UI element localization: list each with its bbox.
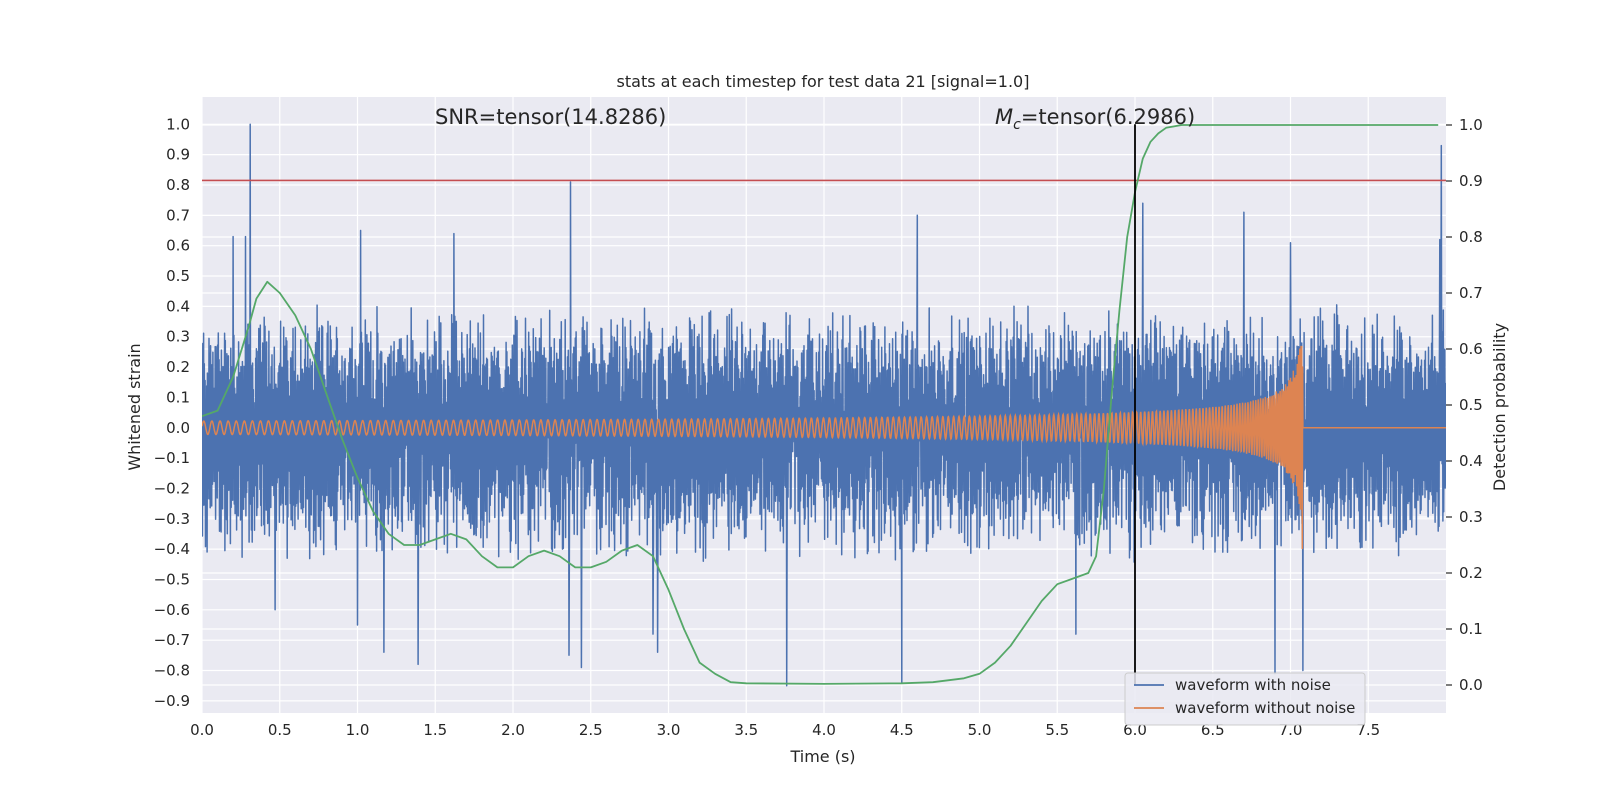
legend: waveform with noise waveform without noi… [1124, 672, 1366, 726]
chirp-mass-subscript: c [1013, 117, 1021, 133]
x-tick-label: 1.5 [423, 721, 447, 739]
x-tick-label: 2.5 [579, 721, 603, 739]
y-tick-label: 0.3 [166, 328, 190, 346]
y2-tick-label: 0.5 [1459, 396, 1483, 414]
x-tick-label: 3.0 [657, 721, 681, 739]
x-tick-label: 3.5 [734, 721, 758, 739]
y-tick-label: 0.5 [166, 267, 190, 285]
x-tick-label: 1.0 [346, 721, 370, 739]
y-tick-label: −0.5 [154, 570, 190, 588]
y-tick-label: 0.4 [166, 297, 190, 315]
y2-tick-label: 0.0 [1459, 676, 1483, 694]
y-tick-label: −0.1 [154, 449, 190, 467]
x-tick-label: 7.5 [1356, 721, 1380, 739]
chirp-mass-value: =tensor(6.2986) [1021, 105, 1195, 129]
y2-tick-label: 0.3 [1459, 508, 1483, 526]
x-tick-label: 0.5 [268, 721, 292, 739]
y2-tick-label: 0.8 [1459, 228, 1483, 246]
axis-ticks: 0.0 0.5 1.0 1.5 2.0 2.5 3.0 3.5 4.0 4.5 5.0 5.5 6.0 6… [154, 115, 1483, 739]
y-tick-label: −0.8 [154, 662, 190, 680]
y-tick-label: 0.6 [166, 237, 190, 255]
y-tick-label: 0.7 [166, 206, 190, 224]
y2-tick-label: 0.4 [1459, 452, 1483, 470]
y-axis-label: Whitened strain [125, 343, 144, 470]
chirp-mass-annotation: Mc=tensor(6.2986) [995, 105, 1195, 133]
y-tick-label: 0.0 [166, 419, 190, 437]
y-tick-label: 0.9 [166, 146, 190, 164]
y-tick-label: −0.9 [154, 692, 190, 710]
y-tick-label: 1.0 [166, 115, 190, 133]
chart-title: stats at each timestep for test data 21 … [617, 72, 1030, 91]
legend-label-noisy: waveform with noise [1175, 676, 1331, 694]
x-tick-label: 4.0 [812, 721, 836, 739]
x-tick-label: 5.5 [1045, 721, 1069, 739]
y-tick-label: 0.1 [166, 388, 190, 406]
series-line-detection-probability [202, 124, 1439, 685]
legend-box [1124, 672, 1366, 726]
y-tick-label: −0.6 [154, 601, 190, 619]
y2-tick-label: 1.0 [1459, 116, 1483, 134]
legend-label-clean: waveform without noise [1175, 699, 1355, 717]
y-tick-label: −0.2 [154, 479, 190, 497]
series-layer [202, 123, 1446, 687]
x-tick-label: 4.5 [890, 721, 914, 739]
y2-tick-label: 0.9 [1459, 172, 1483, 190]
chirp-mass-symbol: M [995, 105, 1013, 129]
y2-tick-label: 0.2 [1459, 564, 1483, 582]
y-tick-label: 0.8 [166, 176, 190, 194]
series-line-waveform-with-noise [202, 123, 1446, 687]
y-tick-label: 0.2 [166, 358, 190, 376]
x-tick-label: 0.0 [190, 721, 214, 739]
y2-tick-label: 0.1 [1459, 620, 1483, 638]
x-axis-label: Time (s) [789, 747, 855, 766]
x-tick-label: 5.0 [968, 721, 992, 739]
y2-tick-label: 0.7 [1459, 284, 1483, 302]
y2-tick-label: 0.6 [1459, 340, 1483, 358]
series-line-waveform-without-noise [202, 345, 1446, 550]
y2-axis-label: Detection probability [1490, 323, 1509, 491]
x-tick-label: 2.0 [501, 721, 525, 739]
y-tick-label: −0.3 [154, 510, 190, 528]
y-tick-label: −0.4 [154, 540, 190, 558]
y-tick-label: −0.7 [154, 631, 190, 649]
snr-annotation: SNR=tensor(14.8286) [435, 105, 666, 129]
